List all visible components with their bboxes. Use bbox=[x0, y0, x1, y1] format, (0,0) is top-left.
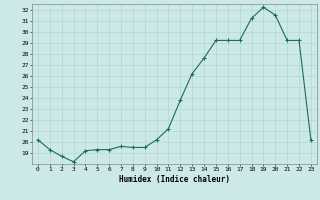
X-axis label: Humidex (Indice chaleur): Humidex (Indice chaleur) bbox=[119, 175, 230, 184]
